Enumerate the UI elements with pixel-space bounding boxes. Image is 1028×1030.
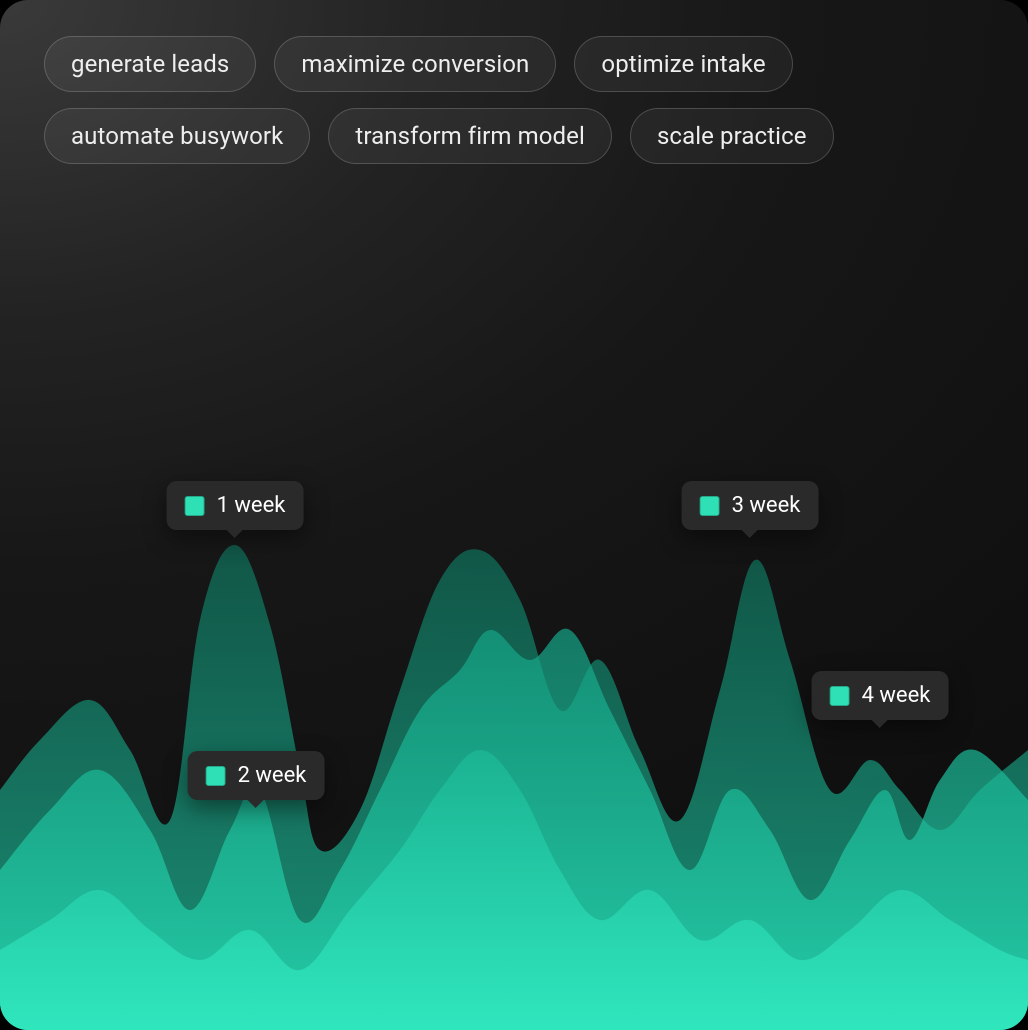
chart-badge-label: 2 week — [238, 763, 307, 788]
chart-badge-label: 4 week — [862, 683, 931, 708]
filter-pill[interactable]: automate busywork — [44, 108, 310, 164]
analytics-card: generate leads maximize conversion optimiz… — [0, 0, 1028, 1030]
filter-pill-label: optimize intake — [601, 50, 765, 78]
filter-pill-row: generate leads maximize conversion optimiz… — [44, 36, 984, 164]
filter-pill-label: scale practice — [657, 122, 807, 150]
overlap-area-chart — [0, 490, 1028, 1030]
filter-pill-label: automate busywork — [71, 122, 283, 150]
filter-pill-label: generate leads — [71, 50, 229, 78]
filter-pill-label: transform firm model — [355, 122, 585, 150]
chart-badge[interactable]: 4 week — [812, 671, 949, 720]
filter-pill[interactable]: transform firm model — [328, 108, 612, 164]
filter-pill-label: maximize conversion — [301, 50, 529, 78]
chart-badge[interactable]: 3 week — [682, 481, 819, 530]
legend-swatch-icon — [830, 686, 850, 706]
filter-pill[interactable]: generate leads — [44, 36, 256, 92]
filter-pill[interactable]: scale practice — [630, 108, 834, 164]
legend-swatch-icon — [185, 496, 205, 516]
chart-badge[interactable]: 2 week — [188, 751, 325, 800]
legend-swatch-icon — [700, 496, 720, 516]
filter-pill[interactable]: maximize conversion — [274, 36, 556, 92]
chart-badge[interactable]: 1 week — [167, 481, 304, 530]
legend-swatch-icon — [206, 766, 226, 786]
filter-pill[interactable]: optimize intake — [574, 36, 792, 92]
chart-badge-label: 1 week — [217, 493, 286, 518]
chart-badge-label: 3 week — [732, 493, 801, 518]
chart-svg — [0, 490, 1028, 1030]
